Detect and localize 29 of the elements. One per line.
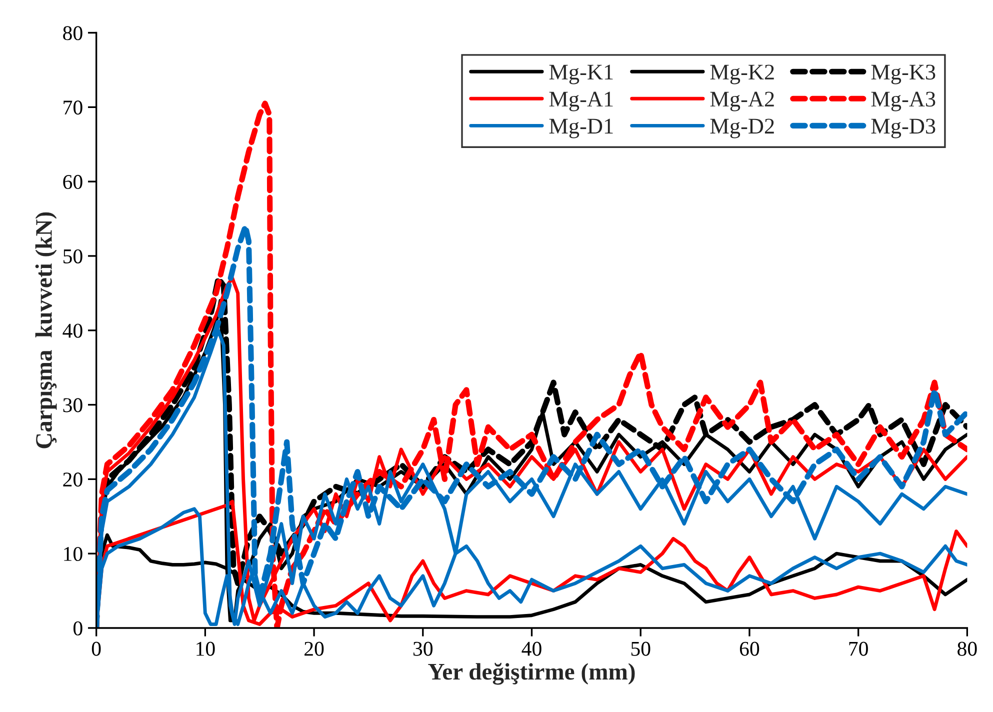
legend-label: Mg-D3 (871, 118, 936, 138)
y-tick-label: 60 (63, 174, 82, 189)
y-tick-label: 0 (74, 621, 82, 636)
y-tick-label: 70 (64, 100, 82, 115)
legend-label: Mg-K1 (549, 64, 613, 84)
x-tick-label: 70 (849, 642, 868, 656)
x-tick-label: 40 (522, 642, 542, 656)
legend-label: Mg-A2 (710, 92, 774, 112)
legend-label: Mg-K2 (710, 64, 774, 84)
legend-label: Mg-A3 (871, 92, 936, 112)
legend-label: Mg-D1 (549, 118, 613, 138)
x-tick-label: 0 (92, 642, 101, 656)
legend-label: Mg-K3 (871, 64, 936, 84)
x-tick-label: 50 (631, 642, 650, 656)
x-axis-title: Yer değiştirme (mm) (428, 662, 635, 685)
y-tick-label: 40 (62, 324, 82, 338)
x-tick-label: 80 (958, 642, 977, 656)
legend-label: Mg-D2 (710, 118, 774, 138)
x-tick-label: 10 (196, 642, 215, 656)
y-tick-label: 20 (63, 472, 82, 487)
x-tick-label: 60 (740, 642, 760, 656)
legend-label: Mg-A1 (549, 92, 613, 112)
x-tick-label: 20 (304, 642, 324, 656)
y-tick-label: 80 (63, 26, 82, 40)
y-tick-label: 30 (63, 398, 82, 412)
x-tick-label: 30 (413, 642, 433, 656)
y-tick-label: 50 (64, 249, 82, 264)
y-tick-label: 10 (64, 546, 82, 562)
y-axis-title: Çarpışma kuvveti (kN) (35, 212, 57, 448)
